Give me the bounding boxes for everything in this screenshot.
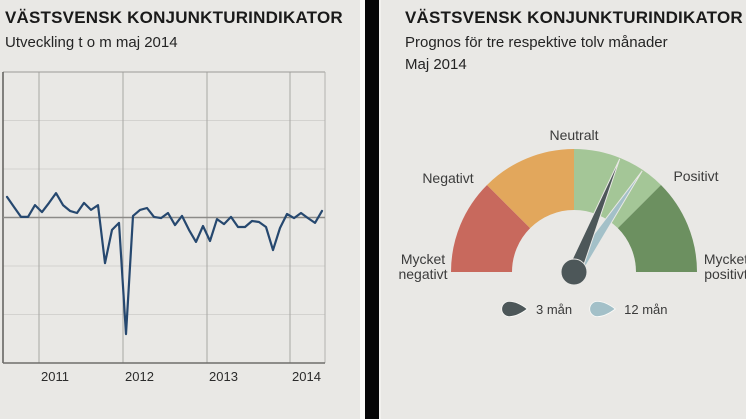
x-axis-tick-2012: 2012 [125,369,154,384]
divider-gap-left [360,0,365,419]
left-panel: VÄSTSVENSK KONJUNKTURINDIKATOR Utvecklin… [0,0,360,419]
right-panel-subtitle: Prognos för tre respektive tolv månader [405,34,668,51]
gauge-label-mycket-negativt: Mycket negativt [398,251,448,282]
legend-marker-12man-icon [589,300,617,318]
legend-label-3man: 3 mån [536,301,573,317]
gauge-legend: 3 mån 12 mån [500,300,684,318]
gauge-label-mycket-positivt: Mycket positivt [703,251,746,282]
right-panel-date: Maj 2014 [405,56,467,73]
gauge-label-positivt: Positivt [673,168,719,184]
line-chart [2,71,326,364]
right-panel-title: VÄSTSVENSK KONJUNKTURINDIKATOR [405,8,743,27]
x-axis-tick-2011: 2011 [41,369,69,384]
gauge-label-negativt: Negativt [422,170,474,186]
gauge-label-neutralt: Neutralt [549,127,599,143]
legend-marker-3man-icon [501,300,528,318]
x-axis-tick-2014: 2014 [292,369,321,384]
divider-gap-right [379,0,381,419]
right-panel: VÄSTSVENSK KONJUNKTURINDIKATOR Prognos f… [381,0,746,419]
panel-divider-bar [365,0,379,419]
left-panel-title: VÄSTSVENSK KONJUNKTURINDIKATOR [5,8,343,27]
gauge-chart [451,149,697,286]
left-panel-subtitle: Utveckling t o m maj 2014 [5,34,178,51]
legend-label-12man: 12 mån [624,301,668,317]
x-axis-tick-2013: 2013 [209,369,238,384]
